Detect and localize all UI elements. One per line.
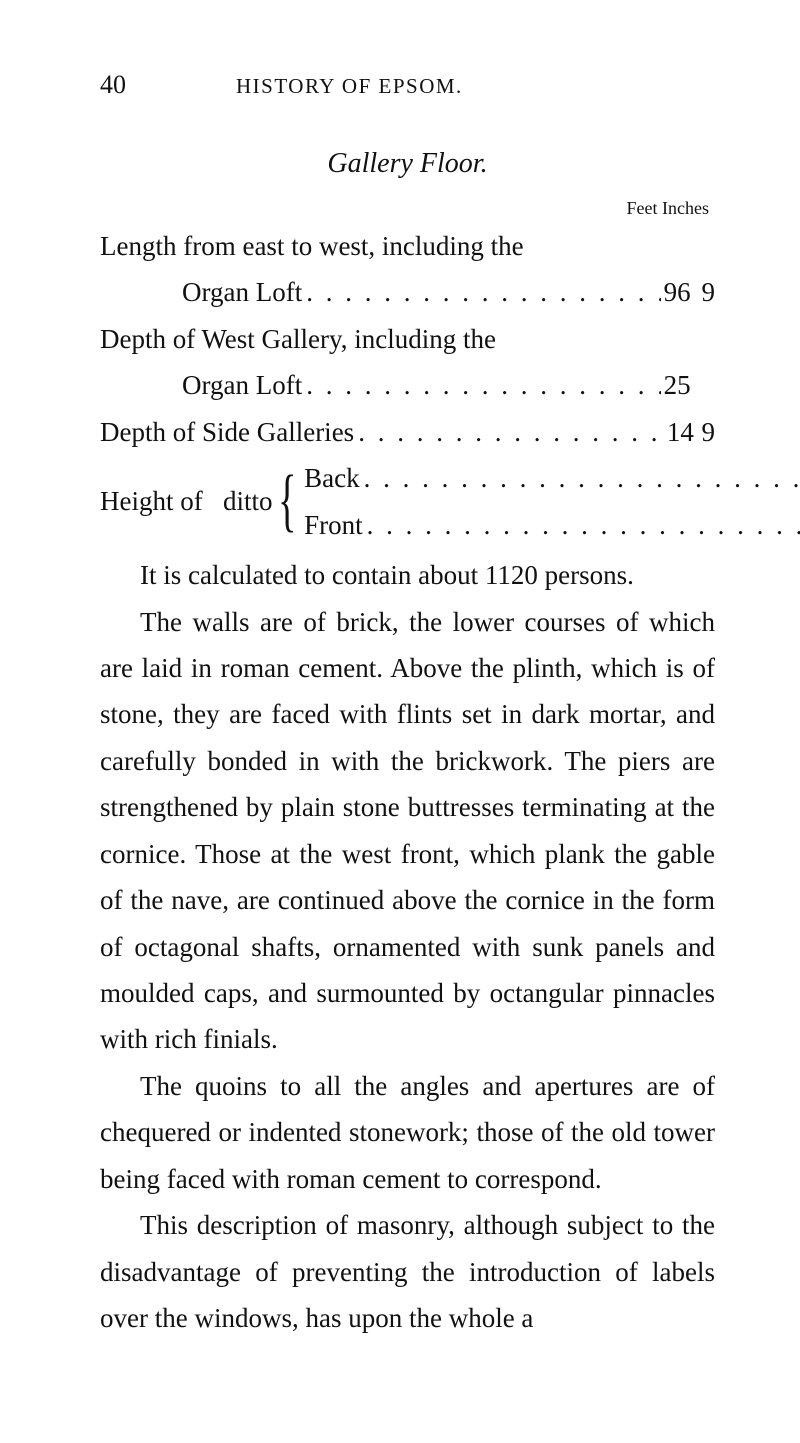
leader-dots: . . . . . . . . . . . . . . . . . . . . … [302,362,661,408]
measure-label: Depth of Side Galleries [100,409,354,455]
feet-value: 25 [661,362,690,408]
paragraph: The walls are of brick, the lower course… [100,599,715,1063]
measure-row: Depth of Side Galleries . . . . . . . . … [100,409,715,455]
measure-label: Height of ditto [100,478,278,524]
paragraph: The quoins to all the angles and apertur… [100,1063,715,1202]
inches-value: 9 [694,409,715,455]
section-title: Gallery Floor. [100,148,715,180]
leader-dots: . . . . . . . . . . . . . . . . . . . . … [354,409,667,455]
measure-label: Organ Loft [182,269,302,315]
measure-row: Front . . . . . . . . . . . . . . . . . … [304,502,800,548]
measure-row: Back . . . . . . . . . . . . . . . . . .… [304,455,800,501]
feet-value: 14 [667,409,694,455]
brace-row: Height of ditto { Back . . . . . . . . .… [100,455,715,548]
measure-row: Length from east to west, including the [100,223,715,269]
measure-row: Depth of West Gallery, including the [100,316,715,362]
brace-items: Back . . . . . . . . . . . . . . . . . .… [304,455,800,548]
paragraph: This description of masonry, although su… [100,1202,715,1341]
measure-label: Depth of West Gallery, including the [100,316,496,362]
paragraph: It is calculated to contain about 1120 p… [100,552,715,598]
measure-label: Length from east to west, including the [100,223,524,269]
page-header: 40 HISTORY OF EPSOM. [100,70,715,100]
leader-dots: . . . . . . . . . . . . . . . . . . . . … [363,502,800,548]
measurements-block: Length from east to west, including the … [100,223,715,548]
column-header: Feet Inches [100,198,715,219]
curly-brace-icon: { [278,482,296,521]
feet-value: 96 [661,269,690,315]
inches-value: 9 [691,269,715,315]
measure-label: Front [304,502,363,548]
measure-label: Back [304,455,359,501]
measure-row: Organ Loft . . . . . . . . . . . . . . .… [100,269,715,315]
page-number: 40 [100,70,126,100]
measure-row: Organ Loft . . . . . . . . . . . . . . .… [100,362,715,408]
leader-dots: . . . . . . . . . . . . . . . . . . . . … [360,455,800,501]
book-page: 40 HISTORY OF EPSOM. Gallery Floor. Feet… [0,0,800,1443]
leader-dots: . . . . . . . . . . . . . . . . . . . . … [302,269,661,315]
body-text: It is calculated to contain about 1120 p… [100,552,715,1341]
measure-label: Organ Loft [182,362,302,408]
running-head: HISTORY OF EPSOM. [236,74,463,99]
